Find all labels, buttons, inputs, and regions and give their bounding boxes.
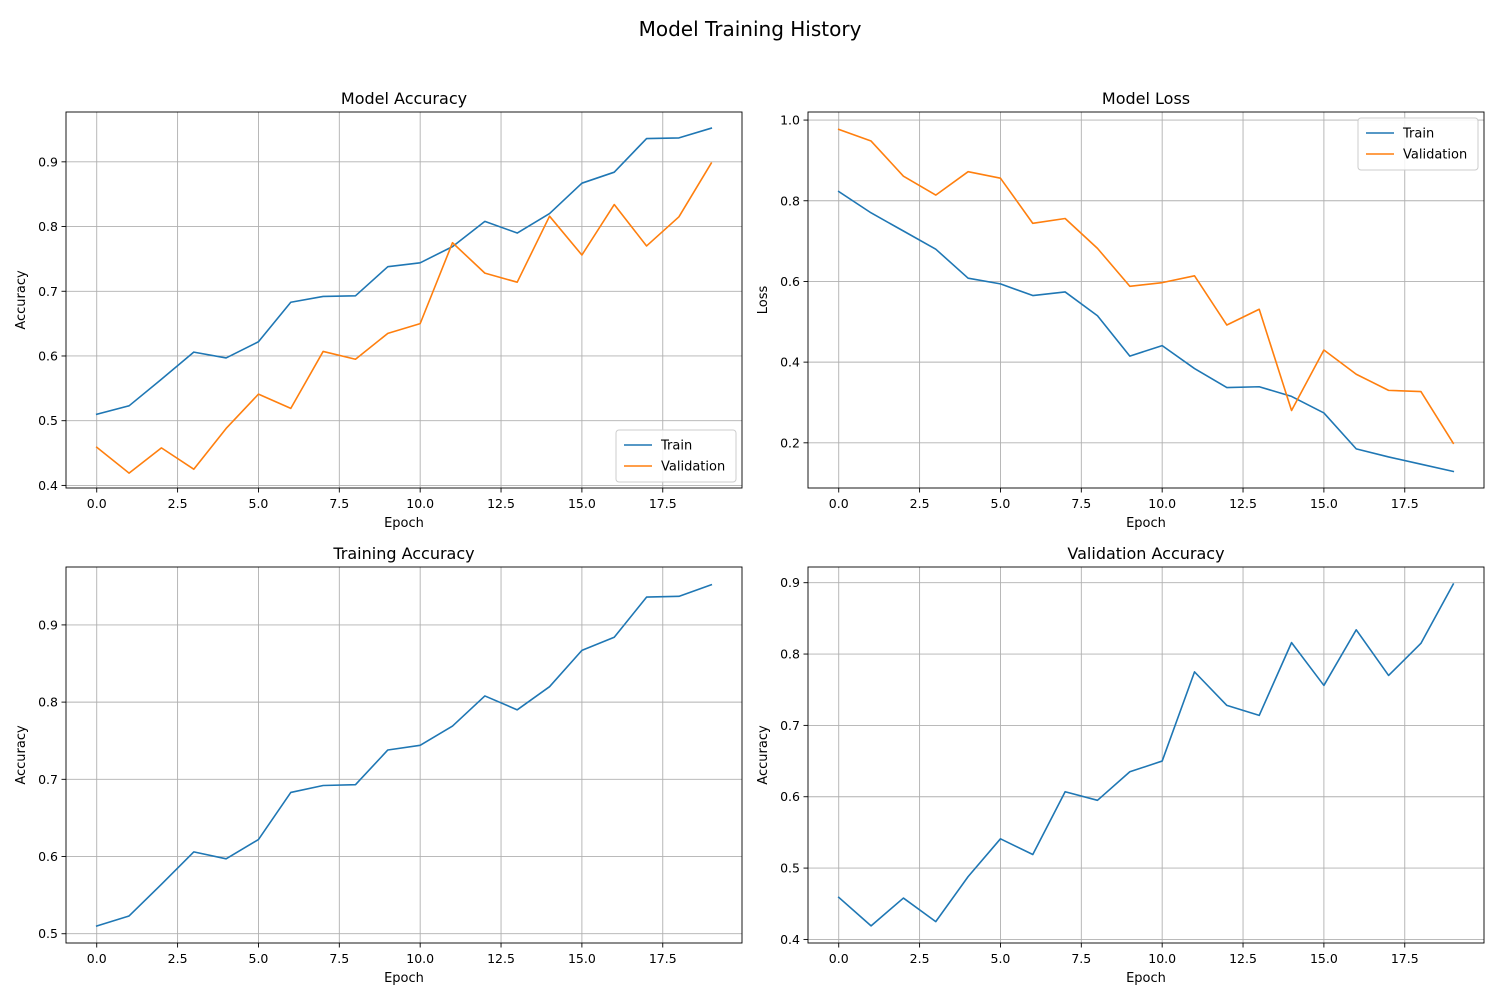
y-axis-label: Accuracy xyxy=(14,270,29,330)
y-tick-label: 0.8 xyxy=(780,193,800,208)
x-tick-label: 7.5 xyxy=(1071,496,1091,511)
x-tick-label: 7.5 xyxy=(329,496,349,511)
x-tick-label: 2.5 xyxy=(168,951,188,966)
plot-area-frame xyxy=(65,566,743,944)
x-tick-label: 12.5 xyxy=(1229,951,1257,966)
x-tick-label: 10.0 xyxy=(1148,496,1176,511)
y-tick-label: 0.5 xyxy=(38,926,58,941)
y-tick-label: 0.6 xyxy=(38,348,58,363)
y-tick-label: 0.4 xyxy=(780,932,800,947)
x-tick-label: 0.0 xyxy=(829,951,849,966)
x-axis-label: Epoch xyxy=(384,971,424,986)
x-tick-label: 2.5 xyxy=(168,496,188,511)
x-tick-label: 5.0 xyxy=(249,496,269,511)
figure-title: Model Training History xyxy=(639,17,862,41)
y-tick-label: 0.6 xyxy=(38,849,58,864)
subplot-title: Model Loss xyxy=(1102,89,1190,108)
x-tick-label: 12.5 xyxy=(487,951,515,966)
x-tick-label: 7.5 xyxy=(1071,951,1091,966)
legend: Train Validation xyxy=(615,429,737,483)
plot-area-frame xyxy=(65,111,743,489)
x-tick-label: 10.0 xyxy=(1148,951,1176,966)
y-tick-label: 0.9 xyxy=(38,154,58,169)
legend: Train Validation xyxy=(1357,117,1479,171)
x-tick-label: 10.0 xyxy=(406,951,434,966)
legend-label: Train xyxy=(660,439,692,454)
x-tick-label: 7.5 xyxy=(329,951,349,966)
plot-area-frame xyxy=(807,566,1485,944)
x-tick-label: 12.5 xyxy=(1229,496,1257,511)
y-tick-label: 0.7 xyxy=(38,284,58,299)
x-tick-label: 17.5 xyxy=(649,951,677,966)
y-axis-label: Accuracy xyxy=(14,725,29,785)
x-tick-label: 15.0 xyxy=(568,496,596,511)
legend-label: Validation xyxy=(661,460,725,475)
y-tick-label: 0.8 xyxy=(38,695,58,710)
x-tick-label: 5.0 xyxy=(249,951,269,966)
y-tick-label: 0.4 xyxy=(780,355,800,370)
x-tick-label: 2.5 xyxy=(910,951,930,966)
x-tick-label: 15.0 xyxy=(568,951,596,966)
x-tick-label: 10.0 xyxy=(406,496,434,511)
subplot-3: 0.0 2.5 5.0 7.5 10.0 12.5 15.0 17.5 0.5 0.6 0.7 0.8… xyxy=(14,544,743,986)
legend-frame xyxy=(1357,117,1479,171)
y-tick-label: 0.9 xyxy=(780,575,800,590)
y-tick-label: 0.2 xyxy=(780,435,800,450)
series-line-train xyxy=(95,127,713,416)
y-tick-label: 0.8 xyxy=(780,647,800,662)
y-tick-label: 0.8 xyxy=(38,219,58,234)
x-tick-label: 5.0 xyxy=(991,951,1011,966)
legend-frame xyxy=(615,429,737,483)
y-tick-label: 0.5 xyxy=(38,413,58,428)
series-line-train xyxy=(837,190,1455,473)
subplot-1: 0.0 2.5 5.0 7.5 10.0 12.5 15.0 17.5 0.4 0.5 0.6 0.7… xyxy=(14,89,743,531)
series-line-accuracy xyxy=(837,583,1455,927)
y-tick-label: 0.6 xyxy=(780,274,800,289)
subplot-title: Model Accuracy xyxy=(341,89,467,108)
x-tick-label: 0.0 xyxy=(87,496,107,511)
x-axis-label: Epoch xyxy=(1126,971,1166,986)
x-tick-label: 0.0 xyxy=(829,496,849,511)
subplot-2: 0.0 2.5 5.0 7.5 10.0 12.5 15.0 17.5 0.2 0.4 0.6 0.8… xyxy=(756,89,1485,531)
x-tick-label: 17.5 xyxy=(1391,951,1419,966)
plot-area-frame xyxy=(807,111,1485,489)
y-tick-label: 0.7 xyxy=(38,772,58,787)
y-tick-label: 0.7 xyxy=(780,718,800,733)
y-tick-label: 0.5 xyxy=(780,861,800,876)
y-tick-label: 0.9 xyxy=(38,617,58,632)
x-axis-label: Epoch xyxy=(1126,516,1166,531)
y-tick-label: 1.0 xyxy=(780,113,800,128)
y-axis-label: Loss xyxy=(756,286,771,315)
y-tick-label: 0.6 xyxy=(780,789,800,804)
subplot-grid: 0.0 2.5 5.0 7.5 10.0 12.5 15.0 17.5 0.4 0.5 0.6 0.7… xyxy=(14,89,1485,986)
subplot-title: Training Accuracy xyxy=(332,544,474,563)
subplot-4: 0.0 2.5 5.0 7.5 10.0 12.5 15.0 17.5 0.4 0.5 0.6 0.7… xyxy=(756,544,1485,986)
series-line-validation xyxy=(837,128,1455,445)
y-tick-label: 0.4 xyxy=(38,478,58,493)
subplot-title: Validation Accuracy xyxy=(1067,544,1224,563)
x-tick-label: 2.5 xyxy=(910,496,930,511)
y-axis-label: Accuracy xyxy=(756,725,771,785)
x-tick-label: 15.0 xyxy=(1310,951,1338,966)
x-tick-label: 0.0 xyxy=(87,951,107,966)
series-line-validation xyxy=(95,162,713,474)
legend-label: Train xyxy=(1402,127,1434,142)
x-tick-label: 12.5 xyxy=(487,496,515,511)
x-tick-label: 15.0 xyxy=(1310,496,1338,511)
x-tick-label: 17.5 xyxy=(649,496,677,511)
x-axis-label: Epoch xyxy=(384,516,424,531)
legend-label: Validation xyxy=(1403,148,1467,163)
x-tick-label: 5.0 xyxy=(991,496,1011,511)
x-tick-label: 17.5 xyxy=(1391,496,1419,511)
series-line-accuracy xyxy=(95,583,713,928)
